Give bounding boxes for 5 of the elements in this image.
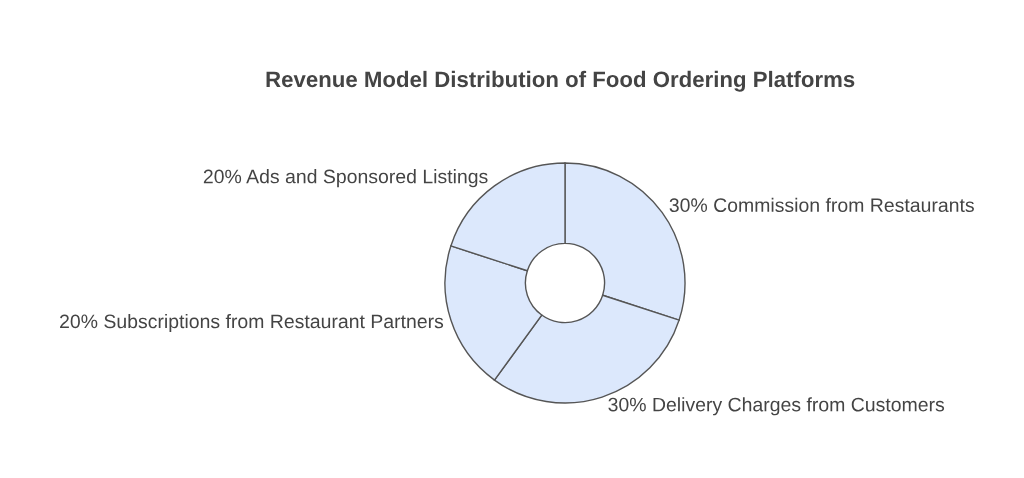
slice-label: 30% Delivery Charges from Customers: [608, 397, 945, 416]
slice-label: 30% Commission from Restaurants: [669, 197, 974, 213]
chart-title: Revenue Model Distribution of Food Ordering Platforms: [266, 70, 855, 92]
slice-label: 20% Subscriptions from Restaurant Partners: [60, 313, 444, 333]
slice-label: 20% Ads and Sponsored Listings: [203, 169, 488, 188]
